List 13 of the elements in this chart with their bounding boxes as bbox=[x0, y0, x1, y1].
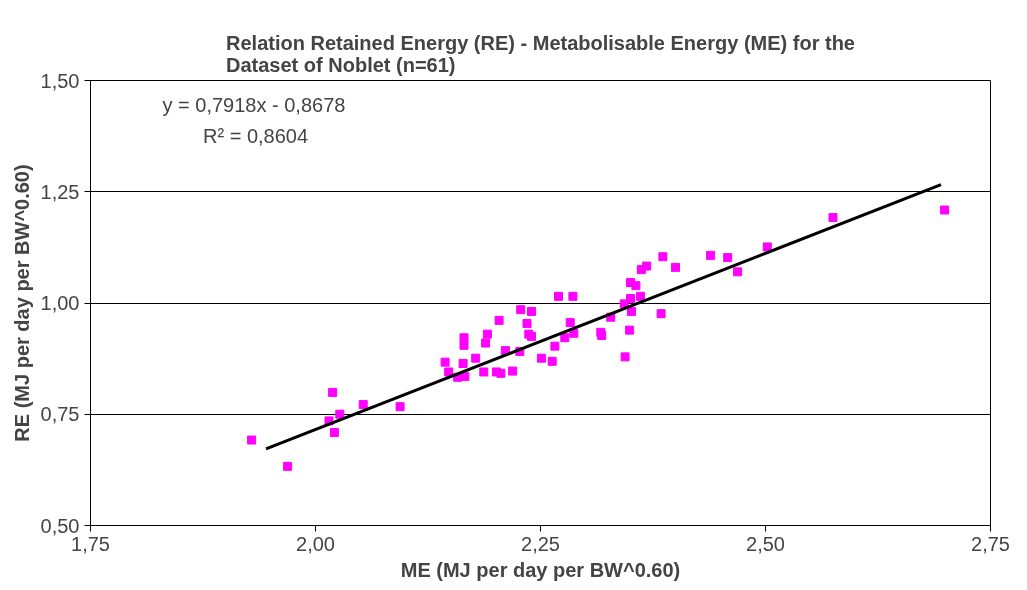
chart-title: Relation Retained Energy (RE) - Metabolisable Energy (ME) for the Dataset of Noblet (n=61) bbox=[226, 31, 855, 76]
x-tick-label: 2,00 bbox=[296, 532, 335, 555]
x-tick-label: 2,25 bbox=[521, 532, 560, 555]
annotation: y = 0,7918x - 0,8678 bbox=[162, 94, 346, 117]
y-tick-label: 1,25 bbox=[40, 180, 80, 203]
annotation: R² = 0,8604 bbox=[203, 125, 309, 148]
y-tick-label: 0,75 bbox=[40, 403, 80, 426]
y-axis-title: RE (MJ per day per BW^0.60) bbox=[10, 164, 33, 442]
x-tick-label: 2,50 bbox=[746, 532, 785, 555]
y-tick-label: 1,00 bbox=[40, 292, 80, 314]
y-tick-label: 1,50 bbox=[40, 69, 80, 92]
x-axis-title: ME (MJ per day per BW^0.60) bbox=[400, 558, 681, 581]
x-tick-label: 2,75 bbox=[971, 532, 1010, 555]
